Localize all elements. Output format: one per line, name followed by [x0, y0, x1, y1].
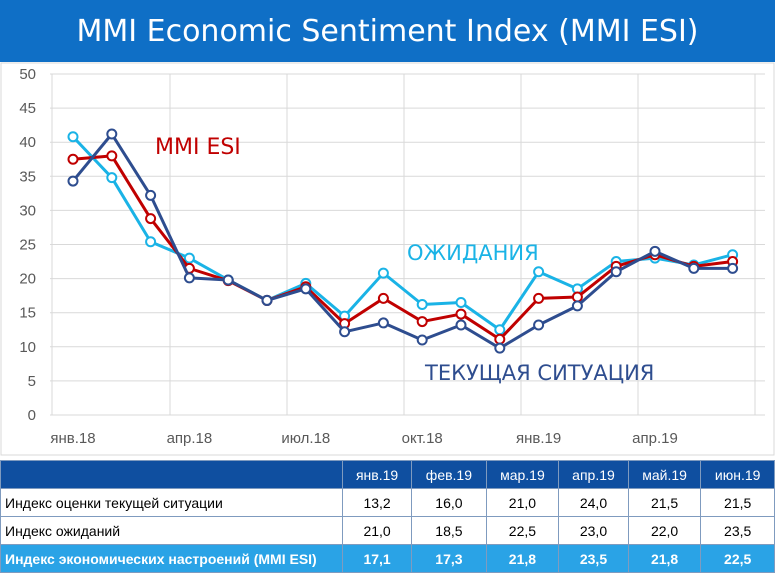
data-point: [649, 245, 661, 257]
data-point: [571, 300, 583, 312]
data-point: [455, 319, 467, 331]
y-tick-label: 40: [19, 134, 36, 151]
table-row-label: Индекс экономических настроений (MMI ESI…: [0, 544, 343, 573]
y-tick-label: 5: [28, 373, 36, 390]
y-tick-label: 45: [19, 100, 36, 117]
data-point: [67, 131, 79, 143]
data-point: [145, 213, 157, 225]
data-point: [67, 175, 79, 187]
data-point: [377, 267, 389, 279]
data-point: [455, 296, 467, 308]
table-cell: 18,5: [411, 516, 487, 545]
y-tick-label: 15: [19, 305, 36, 322]
series-line: [72, 154, 733, 341]
x-tick-label: янв.19: [516, 430, 561, 447]
table-header-cell: фев.19: [411, 460, 487, 489]
table-row-highlight: Индекс экономических настроений (MMI ESI…: [0, 544, 775, 573]
data-point: [533, 292, 545, 304]
data-point: [610, 266, 622, 278]
series-line: [71, 135, 733, 332]
data-point: [571, 291, 583, 303]
data-point: [416, 334, 428, 346]
table-cell: 23,5: [700, 516, 775, 545]
table-header-cell: апр.19: [558, 460, 629, 489]
table-cell: 21,5: [627, 488, 702, 517]
series-label: MMI ESI: [155, 135, 241, 160]
table-cell: 24,0: [558, 488, 629, 517]
data-point: [377, 317, 389, 329]
table-header-cell: июн.19: [700, 460, 775, 489]
data-table: янв.19 фев.19 мар.19 апр.19 май.19 июн.1…: [0, 460, 775, 573]
table-header-cell: май.19: [627, 460, 702, 489]
data-point: [494, 333, 506, 345]
data-point: [106, 150, 118, 162]
data-point: [416, 316, 428, 328]
series-label: ТЕКУЩАЯ СИТУАЦИЯ: [424, 361, 654, 385]
table-cell: 17,1: [341, 544, 413, 573]
data-point: [339, 326, 351, 338]
data-point: [106, 128, 118, 140]
table-row-label: Индекс оценки текущей ситуации: [0, 488, 343, 517]
table-cell: 21,8: [485, 544, 560, 573]
y-tick-label: 30: [19, 202, 36, 219]
y-tick-label: 50: [19, 66, 36, 83]
table-row-label: Индекс ожиданий: [0, 516, 343, 545]
y-tick-label: 0: [28, 407, 36, 424]
table-cell: 21,8: [627, 544, 702, 573]
data-point: [688, 262, 700, 274]
series-label: ОЖИДАНИЯ: [407, 241, 539, 265]
table-cell: 21,0: [341, 516, 413, 545]
data-point: [727, 262, 739, 274]
table-cell: 21,0: [485, 488, 560, 517]
data-point: [455, 308, 467, 320]
data-point: [377, 292, 389, 304]
table-cell: 22,0: [627, 516, 702, 545]
y-tick-label: 25: [19, 237, 36, 254]
table-row: Индекс оценки текущей ситуации 13,2 16,0…: [0, 488, 775, 517]
data-point: [145, 236, 157, 248]
data-point: [183, 252, 195, 264]
table-row: Индекс ожиданий 21,0 18,5 22,5 23,0 22,0…: [0, 516, 775, 545]
table-header-blank: [0, 460, 343, 489]
x-tick-label: янв.18: [50, 430, 95, 447]
data-point: [261, 294, 273, 306]
y-tick-label: 10: [19, 339, 36, 356]
table-header-cell: янв.19: [341, 460, 413, 489]
data-point: [145, 189, 157, 201]
line-chart: 0 5 10 15 20 25 30 35 40 45 50 янв.18 апр.18 июл.18 ок…: [0, 62, 775, 456]
y-tick-label: 35: [19, 168, 36, 185]
x-tick-label: окт.18: [402, 430, 443, 447]
data-point: [106, 172, 118, 184]
chart-title: MMI Economic Sentiment Index (MMI ESI): [0, 0, 775, 62]
x-tick-label: апр.19: [632, 430, 678, 447]
data-point: [67, 153, 79, 165]
data-point: [533, 319, 545, 331]
table-cell: 21,5: [700, 488, 775, 517]
data-point: [222, 274, 234, 286]
table-cell: 22,5: [485, 516, 560, 545]
table-header-row: янв.19 фев.19 мар.19 апр.19 май.19 июн.1…: [0, 460, 775, 489]
data-point: [494, 324, 506, 336]
data-point: [533, 266, 545, 278]
x-tick-label: апр.18: [167, 430, 213, 447]
table-cell: 22,5: [700, 544, 775, 573]
table-cell: 23,5: [558, 544, 629, 573]
series-line: [71, 132, 733, 350]
data-point: [183, 272, 195, 284]
chart-area: 0 5 10 15 20 25 30 35 40 45 50 янв.18 апр.18 июл.18 ок…: [0, 62, 775, 457]
data-table-container: янв.19 фев.19 мар.19 апр.19 май.19 июн.1…: [0, 460, 775, 575]
table-cell: 13,2: [341, 488, 413, 517]
y-tick-label: 20: [19, 271, 36, 288]
data-point: [416, 299, 428, 311]
table-cell: 16,0: [411, 488, 487, 517]
table-cell: 17,3: [411, 544, 487, 573]
table-cell: 23,0: [558, 516, 629, 545]
table-header-cell: мар.19: [485, 460, 560, 489]
chart-frame: [0, 62, 775, 456]
data-point: [300, 283, 312, 295]
data-point: [494, 342, 506, 354]
x-tick-label: июл.18: [281, 430, 330, 447]
